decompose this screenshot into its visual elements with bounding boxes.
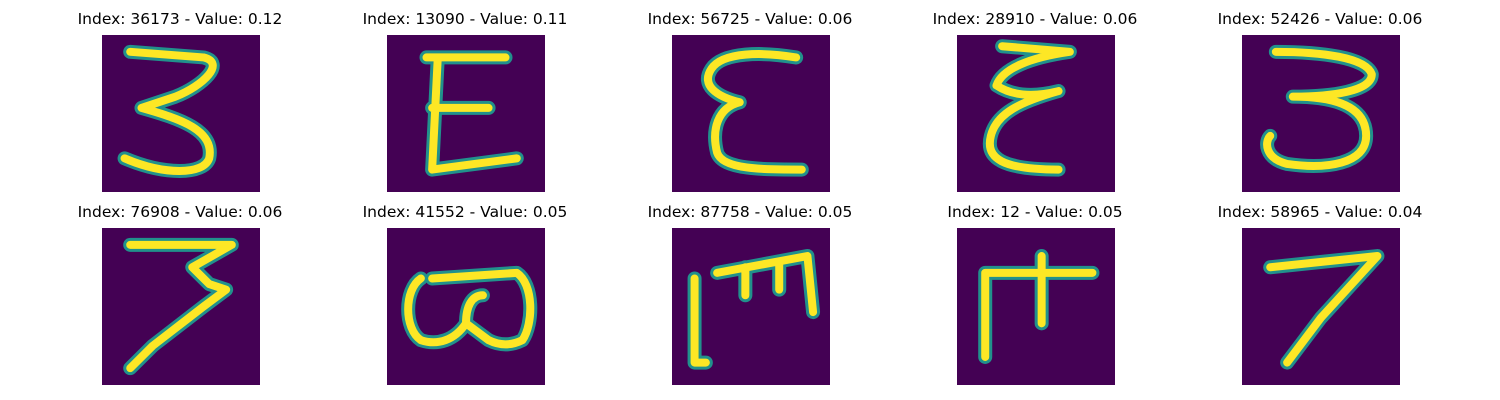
panel-title: Index: 13090 - Value: 0.11 xyxy=(362,10,568,28)
panel-7: Index: 41552 - Value: 0.05 xyxy=(315,193,615,385)
panel-1: Index: 36173 - Value: 0.12 xyxy=(30,0,330,192)
panel-6: Index: 76908 - Value: 0.06 xyxy=(30,193,330,385)
digit-image xyxy=(387,35,545,192)
digit-image xyxy=(102,35,260,192)
panel-title: Index: 87758 - Value: 0.05 xyxy=(647,203,853,221)
panel-title: Index: 58965 - Value: 0.04 xyxy=(1217,203,1423,221)
panel-title: Index: 76908 - Value: 0.06 xyxy=(77,203,283,221)
panel-title: Index: 28910 - Value: 0.06 xyxy=(932,10,1138,28)
panel-title: Index: 12 - Value: 0.05 xyxy=(947,203,1123,221)
panel-title: Index: 56725 - Value: 0.06 xyxy=(647,10,853,28)
panel-title: Index: 41552 - Value: 0.05 xyxy=(362,203,568,221)
digit-image xyxy=(1242,35,1400,192)
panel-5: Index: 52426 - Value: 0.06 xyxy=(1170,0,1470,192)
digit-image xyxy=(672,228,830,385)
panel-9: Index: 12 - Value: 0.05 xyxy=(885,193,1185,385)
digit-image xyxy=(387,228,545,385)
panel-8: Index: 87758 - Value: 0.05 xyxy=(600,193,900,385)
digit-image xyxy=(957,228,1115,385)
panel-4: Index: 28910 - Value: 0.06 xyxy=(885,0,1185,192)
digit-image xyxy=(102,228,260,385)
panel-3: Index: 56725 - Value: 0.06 xyxy=(600,0,900,192)
digit-image xyxy=(1242,228,1400,385)
panel-title: Index: 52426 - Value: 0.06 xyxy=(1217,10,1423,28)
digit-image xyxy=(672,35,830,192)
digit-image xyxy=(957,35,1115,192)
panel-2: Index: 13090 - Value: 0.11 xyxy=(315,0,615,192)
panel-10: Index: 58965 - Value: 0.04 xyxy=(1170,193,1470,385)
panel-title: Index: 36173 - Value: 0.12 xyxy=(77,10,283,28)
